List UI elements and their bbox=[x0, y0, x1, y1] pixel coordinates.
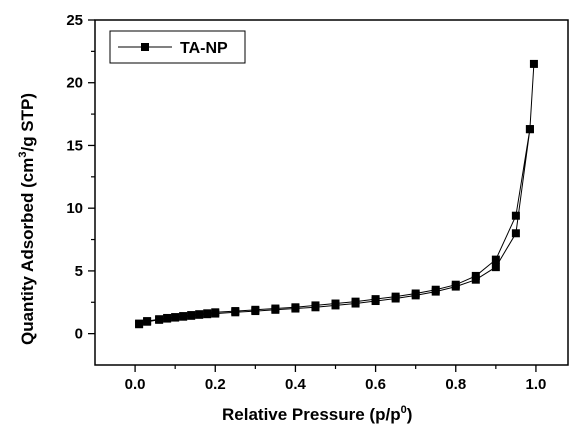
x-axis-title-end: ) bbox=[407, 405, 413, 424]
data-point bbox=[529, 59, 538, 68]
y-tick-label: 15 bbox=[66, 137, 83, 154]
x-tick-label: 0.0 bbox=[125, 376, 146, 393]
x-tick-label: 0.4 bbox=[285, 376, 307, 393]
series-layer bbox=[135, 59, 538, 329]
y-axis-ticks: 0 5 10 15 20 25 bbox=[66, 12, 95, 343]
data-point bbox=[203, 309, 212, 318]
data-point bbox=[511, 211, 520, 220]
data-point bbox=[351, 297, 360, 306]
data-point bbox=[525, 125, 534, 134]
x-axis-title: Relative Pressure (p/p0) bbox=[222, 404, 412, 424]
x-tick-label: 0.2 bbox=[205, 376, 226, 393]
y-axis-title-main: Quantity Adsorbed (cm bbox=[18, 158, 37, 345]
legend: TA-NP bbox=[109, 30, 246, 64]
data-point bbox=[511, 229, 520, 238]
data-point bbox=[491, 255, 500, 264]
x-tick-label: 1.0 bbox=[526, 376, 547, 393]
data-point bbox=[451, 280, 460, 289]
series-line bbox=[138, 63, 535, 325]
data-point bbox=[187, 311, 196, 320]
data-point bbox=[491, 263, 500, 272]
data-point bbox=[171, 313, 180, 322]
data-point bbox=[431, 285, 440, 294]
y-axis-title: Quantity Adsorbed (cm3/g STP) bbox=[17, 93, 37, 345]
legend-marker bbox=[141, 43, 149, 51]
data-point bbox=[211, 308, 220, 317]
data-point bbox=[291, 303, 300, 312]
data-point bbox=[331, 299, 340, 308]
legend-label: TA-NP bbox=[180, 40, 228, 57]
x-axis-ticks: 0.0 0.2 0.4 0.6 0.8 1.0 bbox=[125, 365, 547, 393]
data-point bbox=[195, 310, 204, 319]
data-point bbox=[271, 304, 280, 313]
data-point bbox=[163, 313, 172, 322]
data-point bbox=[251, 305, 260, 314]
x-tick-label: 0.6 bbox=[365, 376, 386, 393]
y-tick-label: 20 bbox=[66, 75, 83, 92]
data-point bbox=[179, 312, 188, 321]
y-tick-label: 25 bbox=[66, 12, 83, 29]
data-point bbox=[391, 292, 400, 301]
data-point bbox=[135, 319, 144, 328]
x-axis-title-sup: 0 bbox=[401, 404, 407, 416]
data-point bbox=[371, 295, 380, 304]
y-axis-title-end: /g STP) bbox=[18, 93, 37, 152]
data-point bbox=[471, 271, 480, 280]
data-point bbox=[155, 315, 164, 324]
data-point bbox=[143, 317, 152, 326]
y-axis-title-sup: 3 bbox=[17, 152, 29, 158]
y-tick-label: 0 bbox=[75, 326, 83, 343]
data-point bbox=[231, 307, 240, 316]
y-tick-label: 5 bbox=[75, 263, 83, 280]
data-point bbox=[411, 289, 420, 298]
plot-frame bbox=[94, 19, 569, 366]
data-point bbox=[311, 301, 320, 310]
x-axis-title-main: Relative Pressure (p/p bbox=[222, 405, 401, 424]
x-tick-label: 0.8 bbox=[445, 376, 466, 393]
y-tick-label: 10 bbox=[66, 200, 83, 217]
